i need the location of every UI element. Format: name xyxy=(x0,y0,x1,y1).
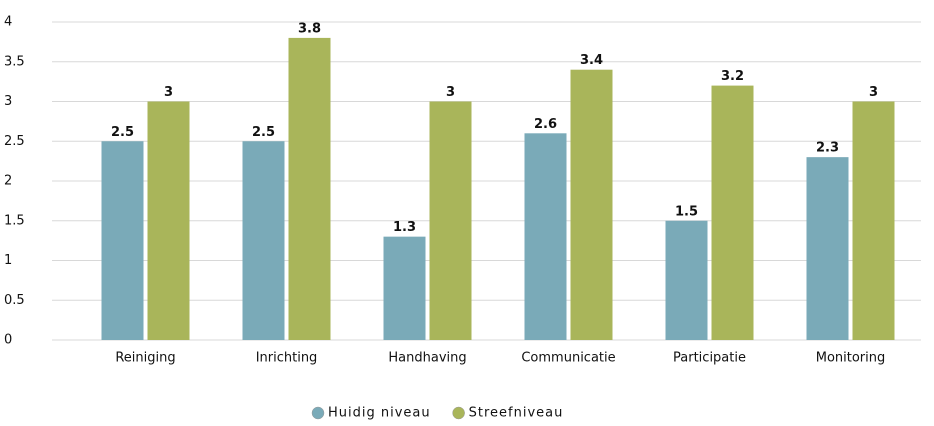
x-tick-label: Participatie xyxy=(673,351,746,366)
value-label: 3.8 xyxy=(298,21,321,36)
value-label: 2.6 xyxy=(534,117,557,132)
x-tick-label: Handhaving xyxy=(388,351,466,366)
legend-label: Huidig niveau xyxy=(328,406,431,421)
y-tick-label: 0 xyxy=(4,333,12,348)
x-tick-label: Inrichting xyxy=(256,351,318,366)
value-label: 2.3 xyxy=(816,141,839,156)
bar xyxy=(101,141,144,340)
legend-label: Streefniveau xyxy=(469,406,564,421)
bar xyxy=(665,220,708,340)
bar xyxy=(147,101,190,340)
bar xyxy=(711,85,754,340)
value-label: 3.2 xyxy=(721,69,744,84)
legend-marker xyxy=(452,406,465,420)
value-label: 3 xyxy=(869,85,878,100)
value-label: 2.5 xyxy=(111,125,134,140)
value-label: 3 xyxy=(446,85,455,100)
bar xyxy=(242,141,285,340)
bar xyxy=(429,101,472,340)
value-label: 1.5 xyxy=(675,204,698,219)
x-tick-label: Monitoring xyxy=(816,351,886,366)
y-tick-label: 4 xyxy=(4,15,12,30)
bar xyxy=(524,133,567,340)
value-label: 1.3 xyxy=(393,220,416,235)
bar xyxy=(288,37,331,341)
bar xyxy=(570,69,613,340)
bar xyxy=(383,236,426,340)
y-tick-label: 3.5 xyxy=(4,54,25,69)
y-tick-label: 2.5 xyxy=(4,134,25,149)
x-tick-label: Reiniging xyxy=(115,351,175,366)
y-tick-label: 3 xyxy=(4,94,12,109)
y-tick-label: 2 xyxy=(4,174,12,189)
value-label: 3 xyxy=(164,85,173,100)
y-tick-label: 0.5 xyxy=(4,293,25,308)
bar xyxy=(806,157,849,340)
value-label: 3.4 xyxy=(580,53,603,68)
legend-marker xyxy=(311,406,325,420)
bar xyxy=(852,101,895,340)
value-label: 2.5 xyxy=(252,125,275,140)
y-tick-label: 1 xyxy=(4,253,12,268)
x-tick-label: Communicatie xyxy=(521,351,615,366)
y-tick-label: 1.5 xyxy=(4,213,25,228)
